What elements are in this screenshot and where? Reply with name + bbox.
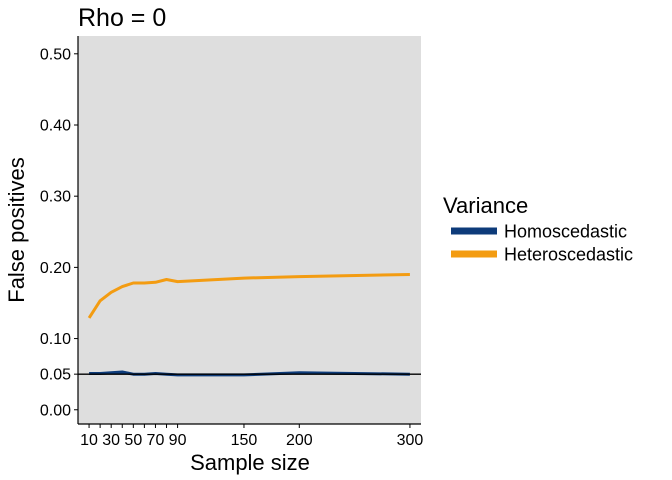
- x-tick-label: 10: [80, 432, 98, 449]
- x-tick-label: 300: [397, 432, 424, 449]
- x-tick-label: 150: [231, 432, 258, 449]
- legend-label-2: Heteroscedastic: [504, 245, 633, 265]
- series-line-2: [87, 273, 410, 319]
- plot-panel: [78, 36, 421, 424]
- y-axis-title: False positives: [4, 157, 29, 303]
- y-tick-label: 0.30: [40, 189, 71, 206]
- y-tick-label: 0.50: [40, 46, 71, 63]
- legend-title: Variance: [443, 193, 528, 218]
- x-tick-label: 30: [102, 432, 120, 449]
- x-tick-label: 200: [286, 432, 313, 449]
- y-tick-label: 0.10: [40, 331, 71, 348]
- x-tick-label: 50: [124, 432, 142, 449]
- x-axis-title: Sample size: [190, 450, 310, 475]
- x-tick-label: 70: [147, 432, 165, 449]
- chart-title: Rho = 0: [78, 4, 166, 32]
- y-tick-label: 0.00: [40, 402, 71, 419]
- y-tick-label: 0.05: [40, 367, 71, 384]
- y-tick-label: 0.40: [40, 117, 71, 134]
- chart-marks: 0.00 0.05 0.10 0.20 0.30 0.40 0.50 10 30 50 70 90 15…: [40, 36, 424, 449]
- y-tick-label: 0.20: [40, 260, 71, 277]
- legend-label-1: Homoscedastic: [504, 222, 627, 242]
- legend: Variance Homoscedastic Heteroscedastic: [443, 193, 633, 265]
- x-tick-label: 90: [169, 432, 187, 449]
